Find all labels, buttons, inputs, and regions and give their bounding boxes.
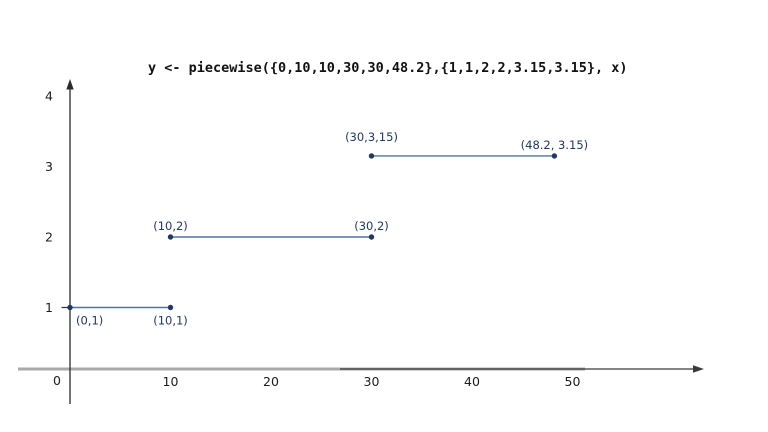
data-point-4: [368, 153, 375, 159]
data-point-3: [368, 234, 375, 240]
x-tick-label-10: 10: [163, 374, 179, 389]
point-label-3: (30,2): [354, 219, 389, 233]
y-tick-label-4: 4: [45, 89, 53, 104]
chart-title: y <- piecewise({0,10,10,30,30,48.2},{1,1…: [148, 60, 628, 76]
data-point-0: [67, 304, 73, 311]
x-tick-label-0: 0: [53, 373, 61, 388]
x-axis-arrow-icon: [693, 365, 704, 373]
data-point-5: [551, 153, 558, 159]
point-label-1: (10,1): [153, 314, 188, 328]
labels-layer: (0,1) (10,1) (10,2) (30,2) (30,3,15) (48.2, 3…: [76, 130, 588, 328]
point-label-5: (48.2, 3.15): [521, 138, 589, 152]
x-tick-label-50: 50: [565, 374, 581, 389]
series-layer: [67, 153, 558, 311]
y-axis-arrow-icon: [66, 79, 74, 90]
x-tick-label-30: 30: [364, 374, 380, 389]
axes-layer: 0 10 20 30 40 50 1 2 3 4: [18, 79, 704, 404]
x-tick-label-20: 20: [263, 374, 279, 389]
data-point-2: [167, 234, 174, 240]
point-label-0: (0,1): [76, 314, 103, 328]
point-label-2: (10,2): [153, 219, 188, 233]
y-tick-label-3: 3: [45, 159, 53, 174]
y-tick-label-1: 1: [45, 300, 53, 315]
point-label-4: (30,3,15): [345, 130, 398, 144]
data-point-1: [167, 304, 174, 311]
x-tick-label-40: 40: [464, 374, 480, 389]
y-tick-label-2: 2: [45, 230, 53, 245]
